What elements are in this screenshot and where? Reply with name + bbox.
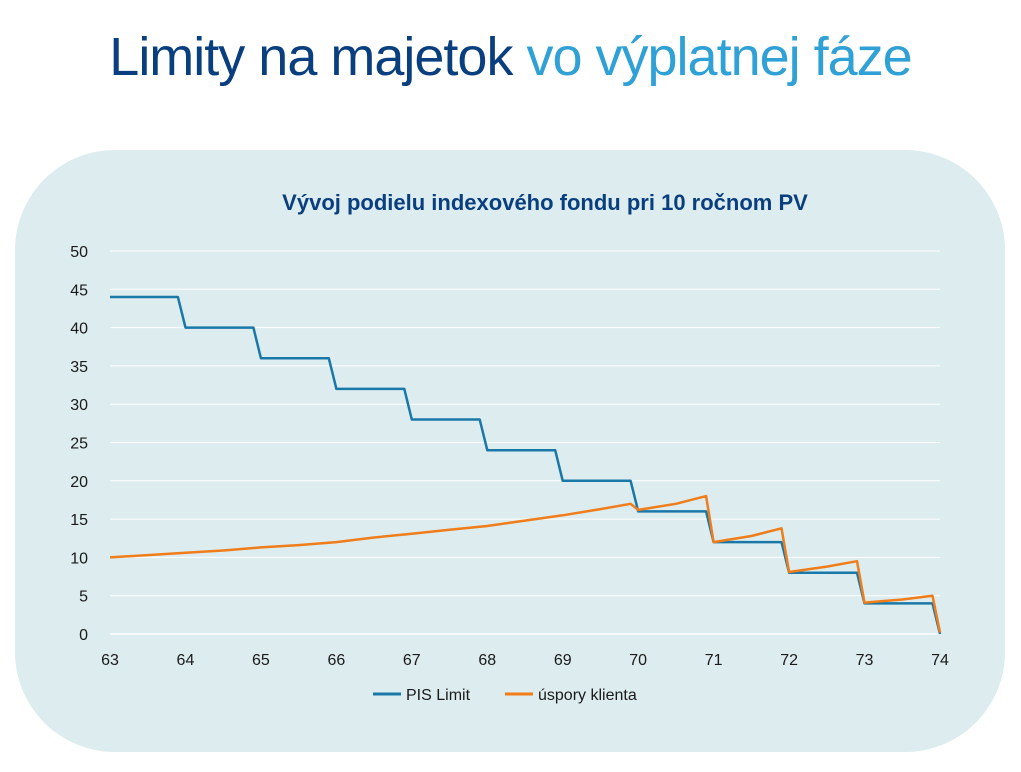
x-tick-label: 72: [780, 652, 798, 669]
y-tick-label: 15: [70, 512, 88, 529]
chart-legend: PIS Limit úspory klienta: [373, 687, 637, 704]
x-tick-label: 70: [629, 652, 647, 669]
y-tick-label: 45: [70, 282, 88, 299]
legend-label: úspory klienta: [538, 687, 637, 704]
chart-title: Vývoj podielu indexového fondu pri 10 ro…: [282, 190, 808, 215]
x-tick-label: 73: [856, 652, 874, 669]
y-tick-label: 0: [79, 627, 88, 644]
x-tick-label: 65: [252, 652, 270, 669]
y-tick-label: 25: [70, 436, 88, 453]
x-tick-label: 68: [478, 652, 496, 669]
y-tick-label: 5: [79, 589, 88, 606]
chart-grid: [110, 250, 940, 635]
series-line-0: [110, 295, 942, 635]
y-tick-label: 40: [70, 321, 88, 338]
x-axis-ticks: 63 64 65 66 67 68 69 70 71 72 73 74: [101, 652, 949, 669]
page-title-part-1: Limity na majetok: [109, 27, 513, 87]
y-tick-label: 20: [70, 474, 88, 491]
x-tick-label: 69: [554, 652, 572, 669]
chart-series: [109, 295, 942, 635]
x-tick-label: 66: [327, 652, 345, 669]
x-tick-label: 71: [705, 652, 723, 669]
page-title-part-2: vo výplatnej fáze: [526, 27, 912, 87]
y-tick-label: 50: [70, 244, 88, 261]
y-axis-ticks: 0 5 10 15 20 25 30 35 40 45 50: [70, 244, 88, 644]
page-title: Limity na majetok vo výplatnej fáze: [0, 26, 1021, 88]
x-tick-label: 64: [177, 652, 195, 669]
series-line-1: [109, 494, 942, 633]
x-tick-label: 74: [931, 652, 949, 669]
x-tick-label: 67: [403, 652, 421, 669]
legend-label: PIS Limit: [406, 687, 471, 704]
y-tick-label: 30: [70, 397, 88, 414]
y-tick-label: 10: [70, 550, 88, 567]
y-tick-label: 35: [70, 359, 88, 376]
x-tick-label: 63: [101, 652, 119, 669]
